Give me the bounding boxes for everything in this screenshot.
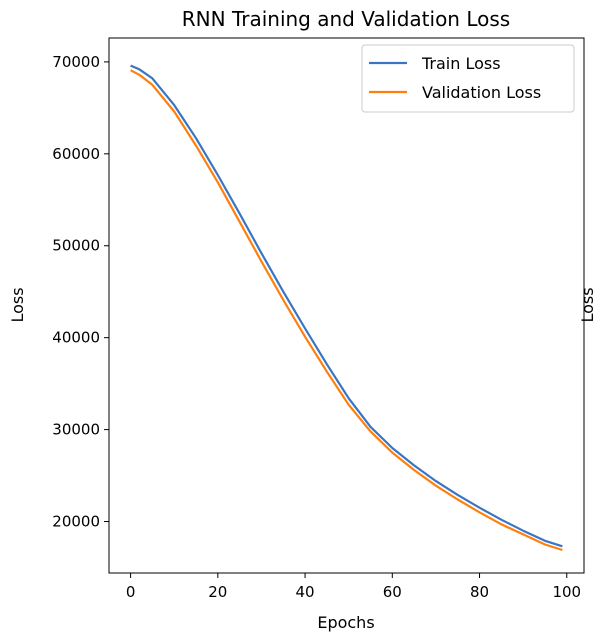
x-tick-label: 20 [208, 583, 227, 601]
y-tick-label: 70000 [52, 53, 100, 71]
x-tick-label: 80 [470, 583, 489, 601]
plot-area [108, 37, 585, 574]
x-tick-label: 0 [126, 583, 136, 601]
x-axis-label: Epochs [317, 613, 374, 632]
y-axis-label-right: Loss [578, 287, 595, 322]
series-lines [130, 64, 563, 552]
legend-label-1: Validation Loss [422, 83, 541, 102]
y-tick-label: 50000 [52, 237, 100, 255]
y-axis-ticks: 20000 30000 40000 50000 60000 70000 [52, 53, 109, 531]
chart-title: RNN Training and Validation Loss [182, 7, 510, 31]
x-tick-label: 40 [296, 583, 315, 601]
y-tick-label: 30000 [52, 421, 100, 439]
x-tick-label: 60 [383, 583, 402, 601]
legend-frame [361, 44, 575, 113]
series-line-1 [130, 69, 563, 552]
series-line-0 [130, 64, 563, 548]
y-tick-label: 60000 [52, 145, 100, 163]
y-tick-label: 40000 [52, 329, 100, 347]
legend: Train Loss Validation Loss [361, 44, 575, 113]
y-axis-label: Loss [8, 287, 27, 322]
y-tick-label: 20000 [52, 513, 100, 531]
x-axis-ticks: 0 20 40 60 80 100 [126, 573, 581, 601]
plot-frame [108, 37, 585, 574]
x-tick-label: 100 [552, 583, 581, 601]
legend-label-0: Train Loss [421, 54, 501, 73]
